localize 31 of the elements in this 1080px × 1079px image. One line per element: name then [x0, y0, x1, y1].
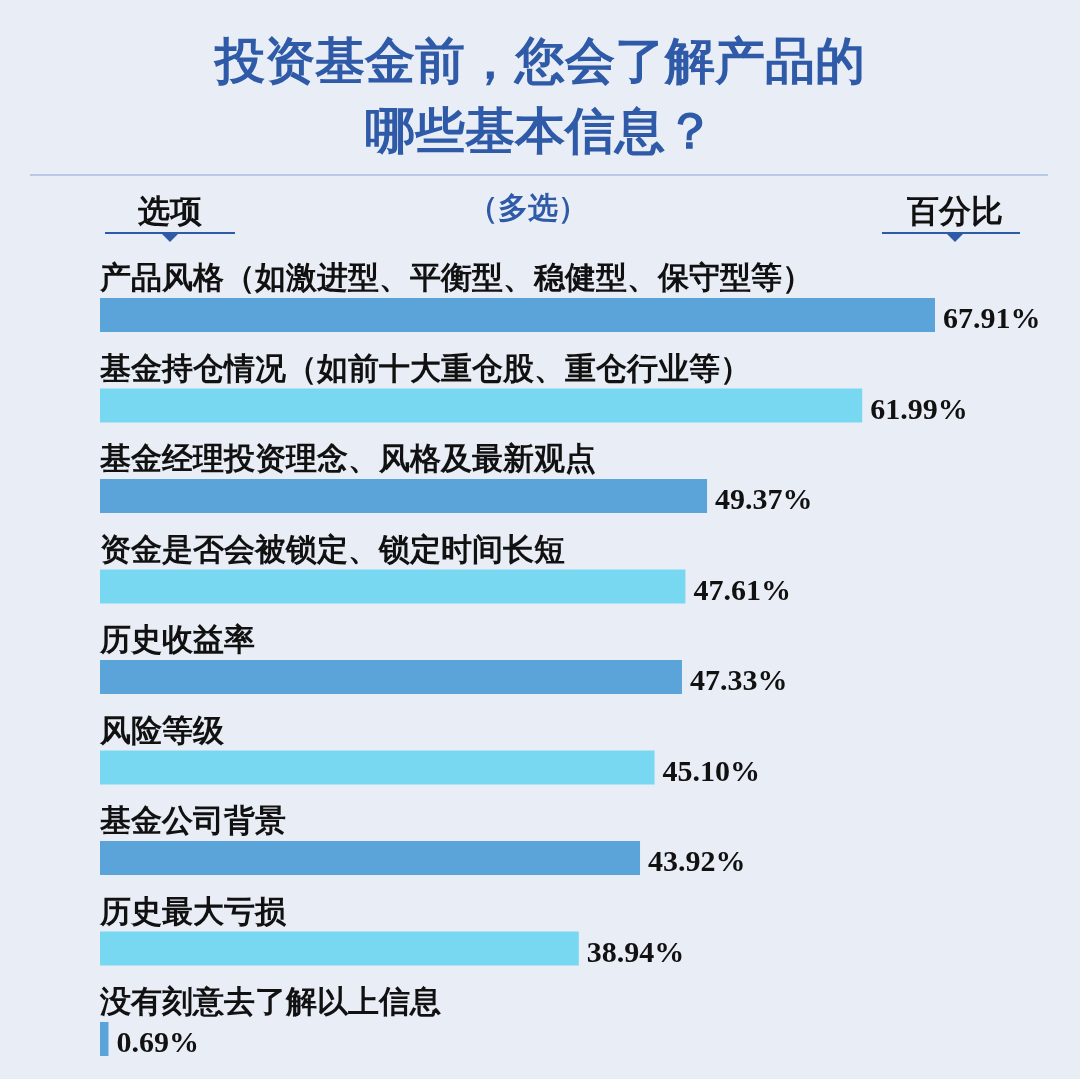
y-tick-label: 资金是否会被锁定、锁定时间长短 — [100, 531, 565, 567]
y-tick-label: 产品风格（如激进型、平衡型、稳健型、保守型等） — [99, 260, 813, 295]
y-tick-label: 基金经理投资理念、风格及最新观点 — [99, 441, 596, 476]
bar — [100, 388, 863, 423]
y-tick-label: 没有刻意去了解以上信息 — [99, 984, 441, 1019]
data-label: 49.37% — [715, 482, 813, 515]
bar — [100, 750, 655, 785]
bar — [100, 841, 641, 875]
data-label: 47.61% — [693, 572, 791, 606]
chart-subtitle: （多选） — [468, 191, 588, 224]
bar — [100, 569, 686, 604]
y-axis-title: 选项 — [137, 193, 202, 229]
data-label: 38.94% — [586, 934, 685, 968]
x-axis-title: 百分比 — [906, 193, 1003, 229]
data-label: 61.99% — [870, 391, 968, 425]
bar — [100, 660, 682, 694]
data-label: 45.10% — [662, 753, 761, 787]
data-label: 0.69% — [116, 1025, 199, 1058]
y-tick-label: 风险等级 — [99, 712, 225, 748]
data-label: 43.92% — [648, 844, 746, 877]
bar — [100, 1022, 109, 1056]
bar — [100, 479, 708, 513]
bar — [100, 931, 579, 966]
data-label: 67.91% — [943, 301, 1041, 334]
y-tick-label: 历史最大亏损 — [99, 893, 287, 929]
y-tick-label: 基金公司背景 — [99, 803, 286, 838]
data-label: 47.33% — [689, 663, 788, 696]
bar — [100, 298, 935, 332]
chart-title: 投资基金前，您会了解产品的哪些基本信息？ — [213, 33, 865, 159]
y-tick-label: 历史收益率 — [99, 622, 255, 657]
y-tick-label: 基金持仓情况（如前十大重仓股、重仓行业等） — [99, 350, 751, 386]
